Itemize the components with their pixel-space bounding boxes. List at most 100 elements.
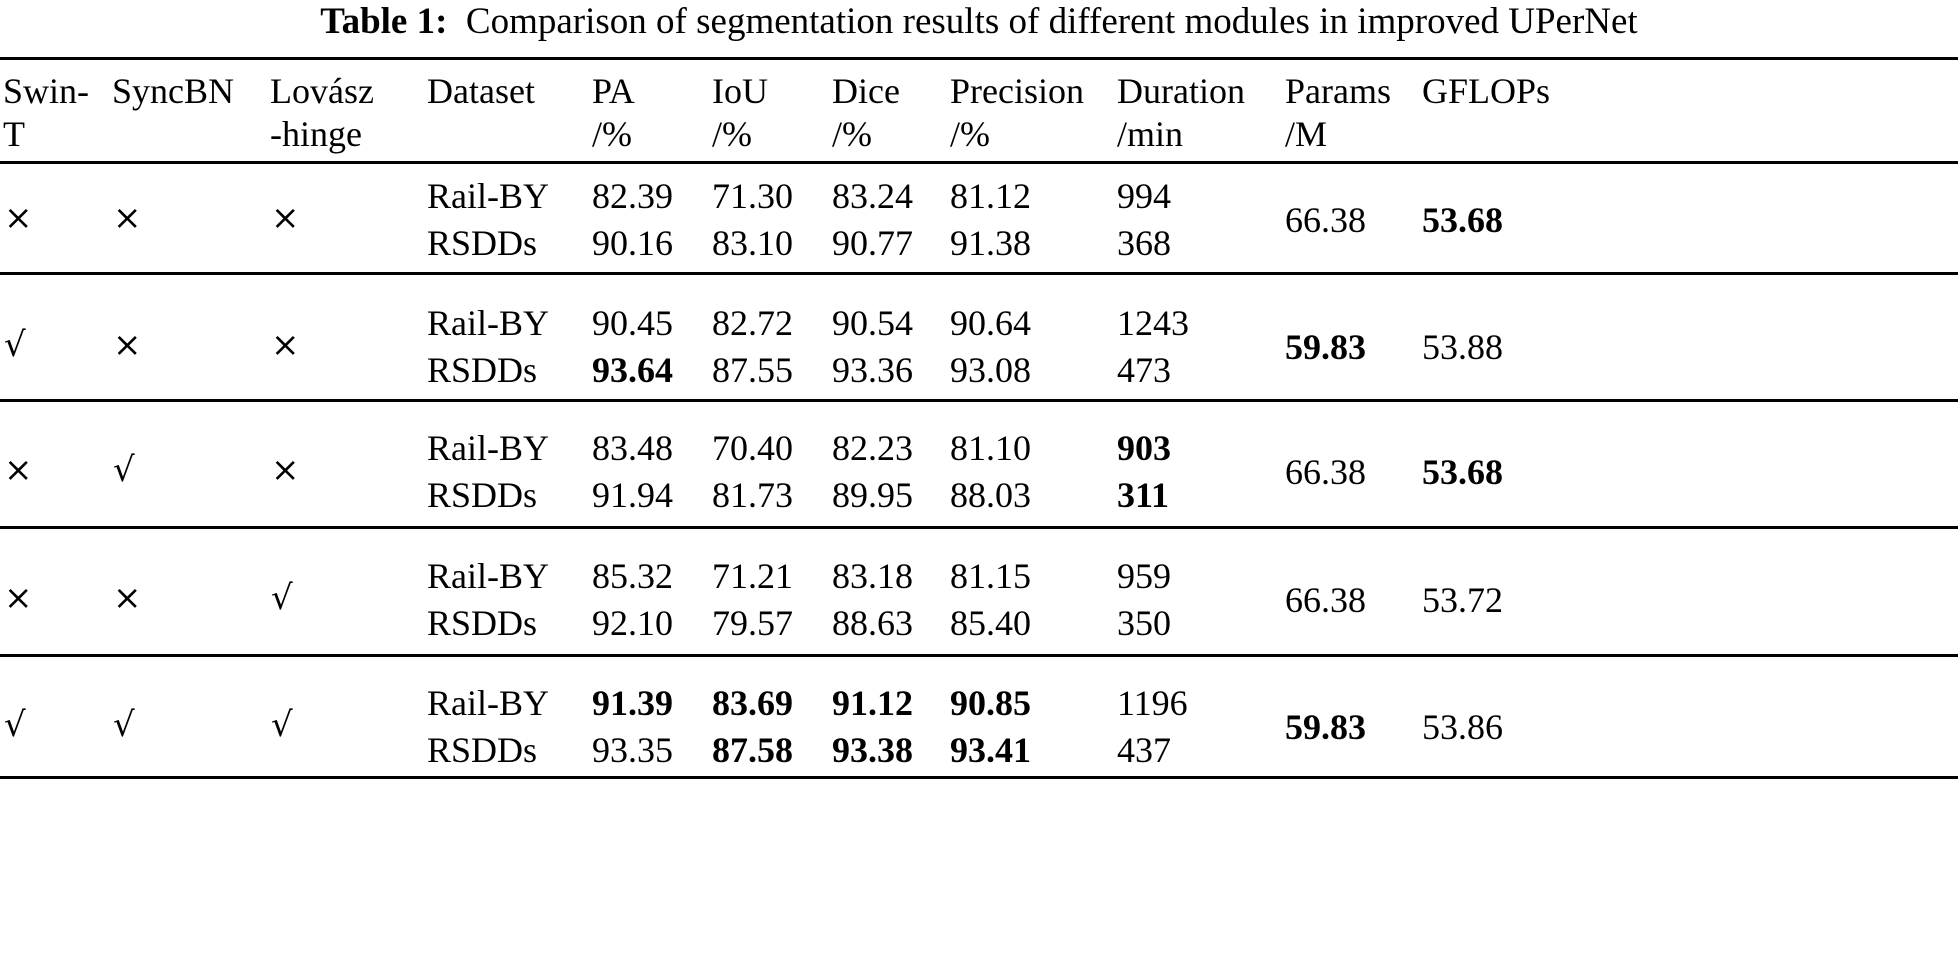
bottom-rule <box>0 776 1958 779</box>
params-cell: 59.83 <box>1285 706 1366 747</box>
precision-cell: 81.10 <box>950 428 1031 468</box>
caption-text: Comparison of segmentation results of di… <box>465 1 1638 42</box>
duration-cell: 959 <box>1117 556 1171 596</box>
lovasz-flag-check-icon: √ <box>271 577 293 618</box>
header-lovasz-line1: Lovász <box>270 71 374 111</box>
dataset-cell: Rail-BY <box>427 556 549 596</box>
dice-cell: 90.77 <box>832 223 913 263</box>
caption-label: Table 1: <box>320 1 448 42</box>
duration-cell: 350 <box>1117 603 1171 643</box>
header-dataset: Dataset <box>427 71 535 111</box>
dataset-cell: RSDDs <box>427 223 538 263</box>
dataset-cell: Rail-BY <box>427 176 549 216</box>
gflops-cell: 53.88 <box>1422 326 1503 367</box>
pa-cell: 91.39 <box>592 683 673 723</box>
swin-t-flag-cross-icon: × <box>4 197 33 238</box>
header-rule <box>0 161 1958 164</box>
gflops-cell: 53.68 <box>1422 199 1503 240</box>
header-params-line2: /M <box>1285 114 1328 154</box>
dice-cell: 83.18 <box>832 556 913 596</box>
pa-cell: 82.39 <box>592 176 673 216</box>
header-dice-line1: Dice <box>832 71 900 111</box>
duration-cell: 1196 <box>1117 683 1188 723</box>
precision-cell: 90.85 <box>950 683 1031 723</box>
header-swin-t-line1: Swin- <box>3 71 90 111</box>
iou-cell: 87.55 <box>712 350 793 390</box>
gflops-cell: 53.86 <box>1422 706 1503 747</box>
dice-cell: 88.63 <box>832 603 913 643</box>
dice-cell: 89.95 <box>832 475 913 515</box>
pa-cell: 93.64 <box>592 350 673 390</box>
dataset-cell: RSDDs <box>427 730 538 770</box>
lovasz-flag-cross-icon: × <box>271 324 300 365</box>
syncbn-flag-check-icon: √ <box>113 449 135 490</box>
precision-cell: 93.08 <box>950 350 1031 390</box>
duration-cell: 994 <box>1117 176 1171 216</box>
lovasz-flag-check-icon: √ <box>271 704 293 745</box>
table-caption: Table 1: Comparison of segmentation resu… <box>0 0 1958 48</box>
gflops-cell: 53.72 <box>1422 579 1503 620</box>
iou-cell: 83.10 <box>712 223 793 263</box>
group-rule <box>0 526 1958 529</box>
dataset-cell: RSDDs <box>427 475 538 515</box>
duration-cell: 903 <box>1117 428 1171 468</box>
syncbn-flag-cross-icon: × <box>113 577 142 618</box>
dice-cell: 90.54 <box>832 303 913 343</box>
swin-t-flag-check-icon: √ <box>4 324 26 365</box>
dataset-cell: Rail-BY <box>427 303 549 343</box>
lovasz-flag-cross-icon: × <box>271 197 300 238</box>
header-swin-t-line2: T <box>3 114 25 154</box>
header-syncbn: SyncBN <box>112 71 235 111</box>
duration-cell: 473 <box>1117 350 1171 390</box>
duration-cell: 437 <box>1117 730 1171 770</box>
header-gflops: GFLOPs <box>1422 71 1551 111</box>
header-precision-line1: Precision <box>950 71 1084 111</box>
pa-cell: 92.10 <box>592 603 673 643</box>
precision-cell: 88.03 <box>950 475 1031 515</box>
iou-cell: 71.21 <box>712 556 793 596</box>
dataset-cell: Rail-BY <box>427 428 549 468</box>
lovasz-flag-cross-icon: × <box>271 449 300 490</box>
precision-cell: 81.12 <box>950 176 1031 216</box>
duration-cell: 311 <box>1117 475 1170 515</box>
dice-cell: 93.38 <box>832 730 913 770</box>
pa-cell: 91.94 <box>592 475 673 515</box>
dataset-cell: RSDDs <box>427 350 538 390</box>
dice-cell: 91.12 <box>832 683 913 723</box>
dice-cell: 82.23 <box>832 428 913 468</box>
pa-cell: 90.16 <box>592 223 673 263</box>
header-lovasz-line2: -hinge <box>270 114 362 154</box>
precision-cell: 91.38 <box>950 223 1031 263</box>
iou-cell: 83.69 <box>712 683 793 723</box>
header-pa-line2: /% <box>592 114 632 154</box>
header-params-line1: Params <box>1285 71 1391 111</box>
top-rule <box>0 57 1958 60</box>
iou-cell: 70.40 <box>712 428 793 468</box>
precision-cell: 93.41 <box>950 730 1031 770</box>
group-rule <box>0 399 1958 402</box>
precision-cell: 90.64 <box>950 303 1031 343</box>
syncbn-flag-cross-icon: × <box>113 197 142 238</box>
swin-t-flag-cross-icon: × <box>4 577 33 618</box>
dice-cell: 93.36 <box>832 350 913 390</box>
params-cell: 66.38 <box>1285 199 1366 240</box>
header-dice-line2: /% <box>832 114 872 154</box>
dataset-cell: RSDDs <box>427 603 538 643</box>
group-rule <box>0 272 1958 275</box>
header-duration-line2: /min <box>1117 114 1184 154</box>
syncbn-flag-check-icon: √ <box>113 704 135 745</box>
pa-cell: 85.32 <box>592 556 673 596</box>
params-cell: 59.83 <box>1285 326 1366 367</box>
pa-cell: 83.48 <box>592 428 673 468</box>
swin-t-flag-cross-icon: × <box>4 449 33 490</box>
header-precision-line2: /% <box>950 114 990 154</box>
header-iou-line1: IoU <box>712 71 768 111</box>
dice-cell: 83.24 <box>832 176 913 216</box>
gflops-cell: 53.68 <box>1422 451 1503 492</box>
iou-cell: 79.57 <box>712 603 793 643</box>
syncbn-flag-cross-icon: × <box>113 324 142 365</box>
duration-cell: 368 <box>1117 223 1171 263</box>
precision-cell: 81.15 <box>950 556 1031 596</box>
header-pa-line1: PA <box>592 71 635 111</box>
dataset-cell: Rail-BY <box>427 683 549 723</box>
